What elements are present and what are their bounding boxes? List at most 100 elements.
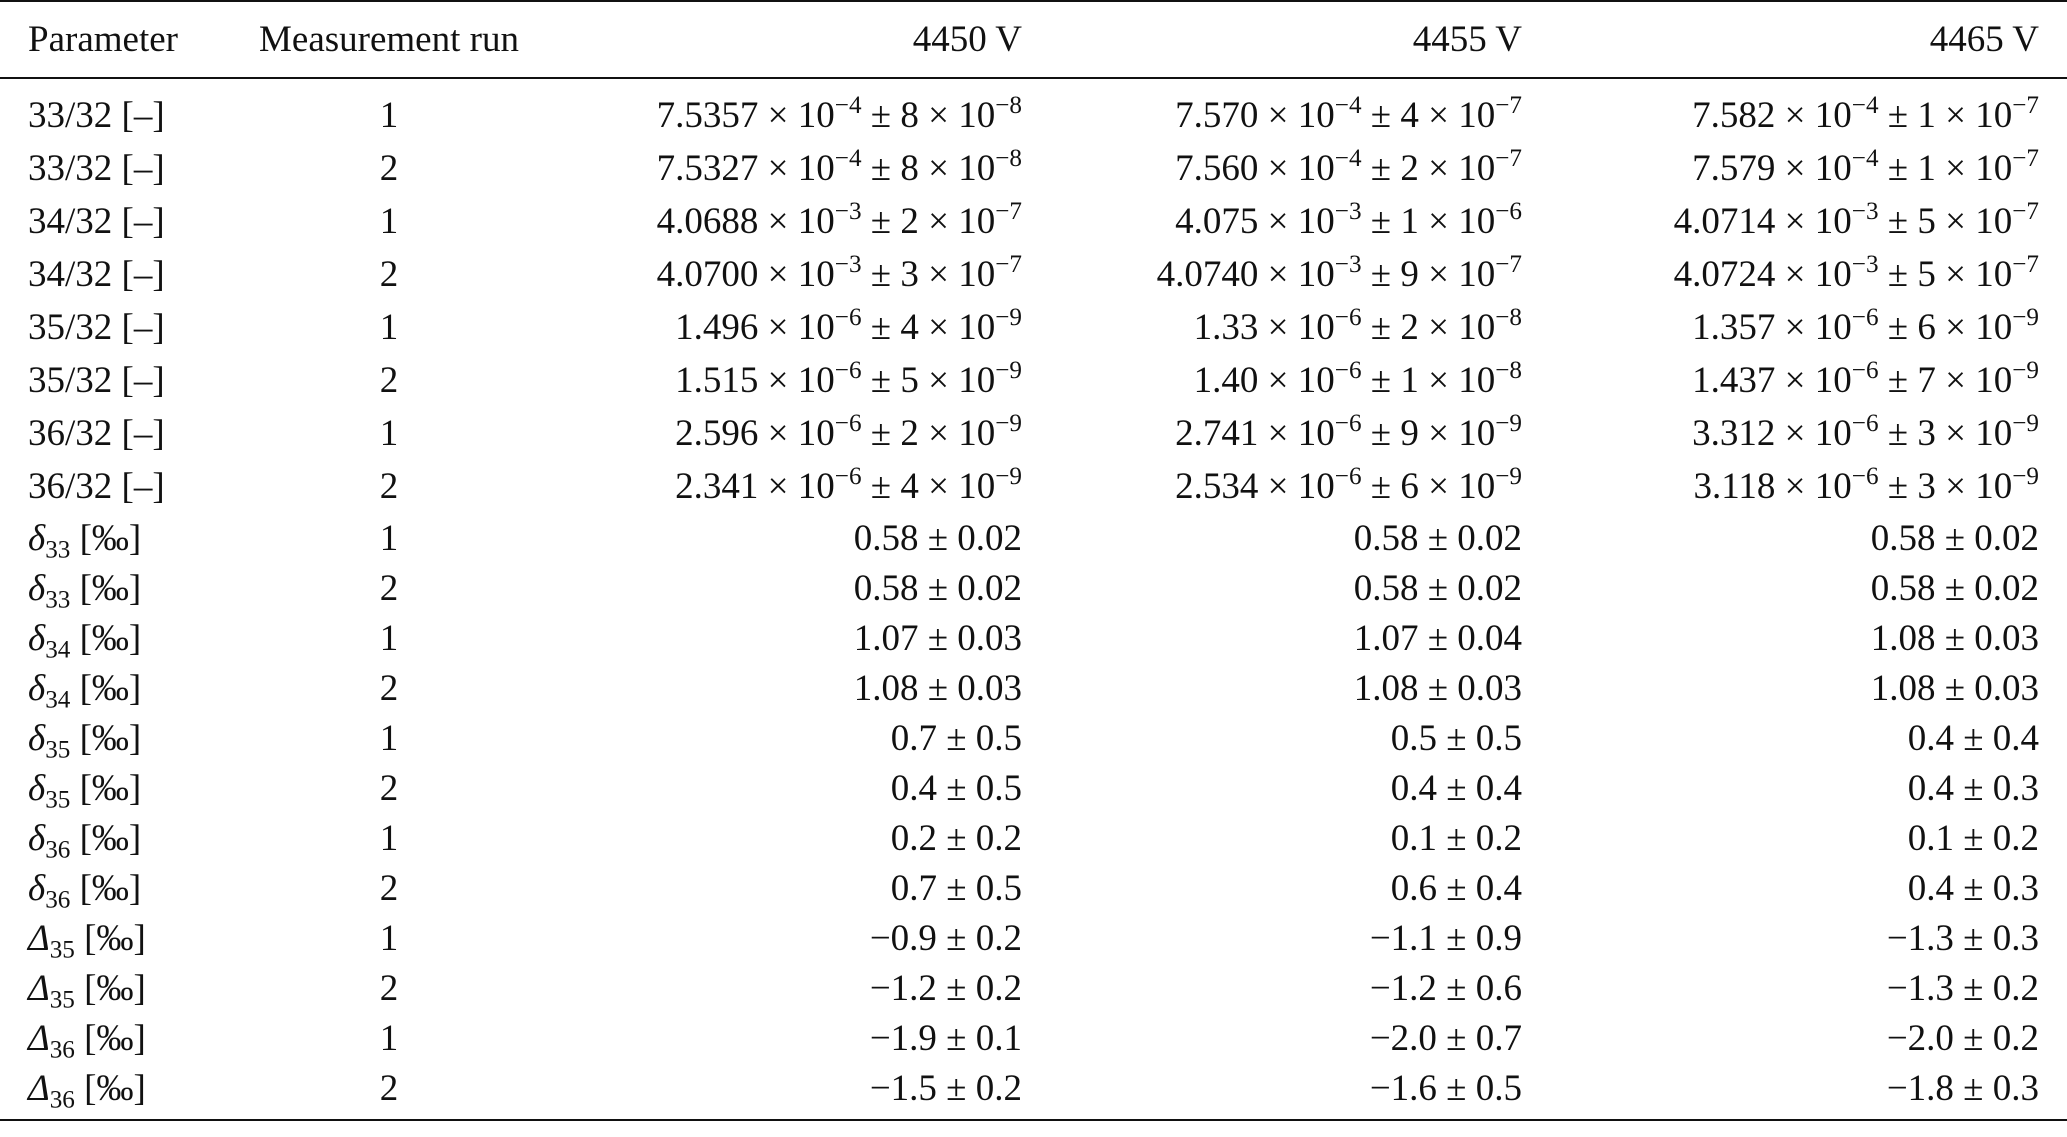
value-cell: −1.1 ± 0.9 bbox=[1369, 917, 1522, 959]
run-cell: 2 bbox=[379, 148, 399, 189]
parameter-cell: 36/32 [–] bbox=[28, 413, 165, 454]
run-cell: 1 bbox=[379, 95, 399, 136]
uncertainty-exponent: −9 bbox=[1495, 410, 1522, 438]
uncertainty-exponent: −7 bbox=[2012, 92, 2039, 120]
run-cell: 1 bbox=[379, 717, 399, 759]
uncertainty-mantissa: 2 bbox=[900, 413, 919, 454]
value-cell: −1.8 ± 0.3 bbox=[1886, 1067, 2039, 1109]
exponent: −3 bbox=[1851, 251, 1879, 279]
mantissa: 7.570 bbox=[1175, 95, 1259, 136]
value-cell: 7.570 × 10−4 ± 4 × 10−7 bbox=[1175, 92, 1522, 136]
value-cell: 2.341 × 10−6 ± 4 × 10−9 bbox=[675, 463, 1022, 507]
exponent: −6 bbox=[1851, 304, 1879, 332]
uncertainty-exponent: −7 bbox=[2012, 251, 2039, 279]
value-cell: 1.08 ± 0.03 bbox=[853, 667, 1022, 709]
exponent: −6 bbox=[1851, 410, 1879, 438]
value-cell: 1.08 ± 0.03 bbox=[1870, 617, 2039, 659]
header-row: Parameter Measurement run 4450 V 4455 V … bbox=[0, 1, 2067, 78]
symbol: δ bbox=[28, 717, 46, 759]
exponent: −3 bbox=[834, 198, 862, 226]
mantissa: 1.496 bbox=[675, 307, 759, 348]
parameter-cell: δ36 [‰] bbox=[0, 813, 228, 863]
mantissa: 2.741 bbox=[1175, 413, 1259, 454]
isotope-subscript: 34 bbox=[45, 686, 71, 714]
run-cell: 2 bbox=[379, 1067, 399, 1109]
table-row: Δ36 [‰] 2 −1.5 ± 0.2 −1.6 ± 0.5 −1.8 ± 0.3 bbox=[0, 1063, 2067, 1120]
value-cell: 0.58 ± 0.02 bbox=[853, 517, 1022, 559]
exponent: −4 bbox=[1334, 92, 1362, 120]
uncertainty-exponent: −9 bbox=[2012, 304, 2039, 332]
uncertainty-mantissa: 6 bbox=[1400, 466, 1419, 507]
uncertainty-mantissa: 4 bbox=[900, 466, 919, 507]
uncertainty-exponent: −7 bbox=[2012, 145, 2039, 173]
mantissa: 7.560 bbox=[1175, 148, 1259, 189]
symbol: δ bbox=[28, 617, 46, 659]
value-cell: 3.118 × 10−6 ± 3 × 10−9 bbox=[1693, 463, 2039, 507]
uncertainty-mantissa: 9 bbox=[1400, 413, 1419, 454]
mantissa: 7.582 bbox=[1692, 95, 1776, 136]
value-cell: 0.1 ± 0.2 bbox=[1907, 817, 2039, 859]
run-cell: 1 bbox=[379, 1017, 399, 1059]
mantissa: 2.596 bbox=[675, 413, 759, 454]
mantissa: 4.0724 bbox=[1673, 254, 1776, 295]
mantissa: 4.0700 bbox=[656, 254, 759, 295]
uncertainty-exponent: −8 bbox=[995, 145, 1022, 173]
uncertainty-exponent: −9 bbox=[2012, 463, 2039, 491]
value-cell: 7.5357 × 10−4 ± 8 × 10−8 bbox=[656, 92, 1022, 136]
value-cell: 0.6 ± 0.4 bbox=[1390, 867, 1522, 909]
isotope-subscript: 34 bbox=[45, 636, 71, 664]
run-cell: 1 bbox=[379, 413, 399, 454]
value-cell: 0.4 ± 0.4 bbox=[1907, 717, 2039, 759]
value-cell: −1.3 ± 0.2 bbox=[1886, 967, 2039, 1009]
symbol: Δ bbox=[28, 1017, 50, 1059]
exponent: −4 bbox=[1851, 145, 1879, 173]
mantissa: 4.0740 bbox=[1156, 254, 1259, 295]
symbol: δ bbox=[28, 867, 46, 909]
uncertainty-exponent: −7 bbox=[2012, 198, 2039, 226]
mantissa: 4.075 bbox=[1175, 201, 1259, 242]
uncertainty-mantissa: 9 bbox=[1400, 254, 1419, 295]
uncertainty-mantissa: 5 bbox=[900, 360, 919, 401]
value-cell: −1.3 ± 0.3 bbox=[1886, 917, 2039, 959]
value-cell: 1.07 ± 0.03 bbox=[853, 617, 1022, 659]
mantissa: 7.5327 bbox=[656, 148, 759, 189]
value-cell: 1.496 × 10−6 ± 4 × 10−9 bbox=[675, 304, 1022, 348]
mantissa: 2.534 bbox=[1175, 466, 1259, 507]
run-cell: 1 bbox=[379, 517, 399, 559]
symbol: δ bbox=[28, 667, 46, 709]
uncertainty-mantissa: 4 bbox=[900, 307, 919, 348]
header-voltage-4455: 4455 V bbox=[1412, 19, 1522, 60]
exponent: −6 bbox=[1851, 463, 1879, 491]
uncertainty-mantissa: 5 bbox=[1917, 254, 1936, 295]
unit: [‰] bbox=[79, 667, 142, 709]
isotope-subscript: 35 bbox=[49, 986, 75, 1014]
uncertainty-exponent: −6 bbox=[1495, 198, 1522, 226]
mantissa: 1.515 bbox=[675, 360, 759, 401]
exponent: −6 bbox=[1334, 357, 1362, 385]
value-cell: 1.515 × 10−6 ± 5 × 10−9 bbox=[675, 357, 1022, 401]
value-cell: 7.560 × 10−4 ± 2 × 10−7 bbox=[1175, 145, 1522, 189]
value-cell: 0.58 ± 0.02 bbox=[853, 567, 1022, 609]
parameter-cell: δ35 [‰] bbox=[0, 763, 228, 813]
run-cell: 1 bbox=[379, 617, 399, 659]
table-row: δ34 [‰] 1 1.07 ± 0.03 1.07 ± 0.04 1.08 ± 0.0… bbox=[0, 613, 2067, 663]
uncertainty-exponent: −8 bbox=[995, 92, 1022, 120]
isotope-subscript: 33 bbox=[45, 536, 71, 564]
uncertainty-exponent: −9 bbox=[2012, 357, 2039, 385]
value-cell: 0.7 ± 0.5 bbox=[890, 867, 1022, 909]
uncertainty-exponent: −9 bbox=[1495, 463, 1522, 491]
exponent: −6 bbox=[834, 304, 862, 332]
parameter-cell: 36/32 [–] bbox=[28, 466, 165, 507]
unit: [‰] bbox=[79, 617, 142, 659]
run-cell: 2 bbox=[379, 767, 399, 809]
table-row: 35/32 [–] 2 1.515 × 10−6 ± 5 × 10−9 1.40 × … bbox=[0, 354, 2067, 407]
unit: [‰] bbox=[84, 917, 146, 959]
table-row: δ36 [‰] 2 0.7 ± 0.5 0.6 ± 0.4 0.4 ± 0.3 bbox=[0, 863, 2067, 913]
parameter-cell: Δ36 [‰] bbox=[0, 1013, 228, 1063]
uncertainty-mantissa: 8 bbox=[900, 148, 919, 189]
uncertainty-mantissa: 2 bbox=[900, 201, 919, 242]
uncertainty-exponent: −9 bbox=[995, 463, 1022, 491]
uncertainty-exponent: −7 bbox=[995, 251, 1022, 279]
mantissa: 4.0688 bbox=[656, 201, 759, 242]
